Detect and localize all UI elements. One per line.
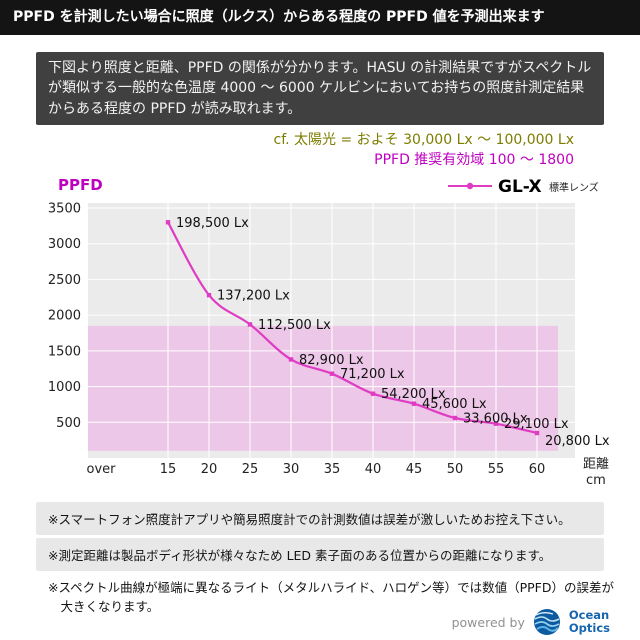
chart-container: 500 1000 1500 2000 2500 3000 3500 15 20 25 30 35 40 4…: [0, 168, 640, 498]
x-tick-label: 25: [242, 462, 259, 477]
brand-name: Ocean Optics: [569, 609, 610, 634]
data-point-label: 45,600 Lx: [422, 397, 487, 412]
x-tick-label: 35: [324, 462, 341, 477]
y-tick-label: 3000: [48, 237, 81, 252]
over-label: over: [87, 462, 117, 477]
brand-line-2: Optics: [568, 621, 610, 635]
page-title: PPFD を計測したい場合に照度（ルクス）からある程度の PPFD 値を予測出来…: [0, 0, 640, 35]
y-tick-label: 2000: [48, 309, 81, 324]
y-axis-title: PPFD: [58, 176, 103, 194]
data-point-marker: [206, 292, 212, 298]
x-tick-label: 50: [447, 462, 464, 477]
x-tick-label: 60: [529, 462, 546, 477]
brand-line-1: Ocean: [568, 608, 610, 623]
y-tick-label: 2500: [48, 273, 81, 288]
legend-series-label: GL-X: [498, 177, 542, 197]
data-point-marker: [452, 415, 458, 421]
ppfd-recommended-range-note: PPFD 推奨有効域 100 ～ 1800: [374, 152, 574, 168]
x-tick-label: 20: [201, 462, 218, 477]
data-point-marker: [370, 391, 376, 396]
legend-series-sublabel: 標準レンズ: [549, 181, 599, 194]
y-tick-label: 3500: [48, 202, 81, 217]
data-point-label: 71,200 Lx: [340, 367, 405, 382]
note-smartphone-luxmeter: ※スマートフォン照度計アプリや簡易照度計での計測数値は誤差が激しいためお控え下さ…: [36, 502, 604, 535]
data-point-marker: [534, 430, 540, 436]
data-point-label: 112,500 Lx: [258, 318, 331, 333]
data-point-marker: [493, 421, 499, 426]
data-point-label: 20,800 Lx: [545, 434, 610, 449]
data-point-label: 137,200 Lx: [217, 289, 290, 304]
footer: powered by Ocean Optics: [452, 607, 610, 637]
data-point-marker: [247, 322, 253, 327]
x-axis-title: 距離: [583, 457, 609, 472]
data-point-marker: [411, 401, 417, 406]
x-axis-unit: cm: [586, 473, 606, 488]
x-tick-label: 45: [406, 462, 423, 477]
powered-by-label: powered by: [451, 614, 525, 630]
data-point-marker: [329, 371, 335, 376]
data-point-marker: [288, 357, 294, 362]
legend-marker: [466, 182, 474, 190]
recommended-range-band: [88, 325, 558, 451]
data-point-label: 54,200 Lx: [381, 387, 446, 402]
ocean-optics-logo-icon: [532, 607, 562, 637]
data-point-label: 82,900 Lx: [299, 353, 364, 368]
y-tick-label: 1000: [48, 380, 81, 395]
data-point-label: 29,100 Lx: [504, 417, 569, 432]
x-tick-label: 15: [160, 462, 177, 477]
y-tick-label: 1500: [48, 344, 81, 359]
intro-text: 下図より照度と距離、PPFD の関係が分かります。HASU の計測結果ですがスペ…: [36, 52, 604, 125]
sunlight-reference-note: cf. 太陽光 = およそ 30,000 Lx ～ 100,000 Lx: [273, 132, 574, 148]
y-tick-label: 500: [56, 416, 81, 431]
series-curve: [167, 221, 538, 435]
x-tick-label: 30: [283, 462, 300, 477]
ppfd-distance-chart: 500 1000 1500 2000 2500 3000 3500 15 20 25 30 35 40 4…: [48, 176, 610, 488]
data-point-label: 198,500 Lx: [176, 216, 249, 231]
x-tick-label: 55: [488, 462, 505, 477]
data-point-label: 33,600 Lx: [463, 412, 528, 427]
data-point-marker: [165, 220, 171, 225]
note-measurement-distance: ※測定距離は製品ボディ形状が様々なため LED 素子面のある位置からの距離になり…: [36, 538, 604, 571]
note-spectrum-difference: ※スペクトル曲線が極端に異なるライト（メタルハライド、ハロゲン等）では数値（PP…: [48, 580, 614, 615]
x-tick-label: 40: [365, 462, 382, 477]
